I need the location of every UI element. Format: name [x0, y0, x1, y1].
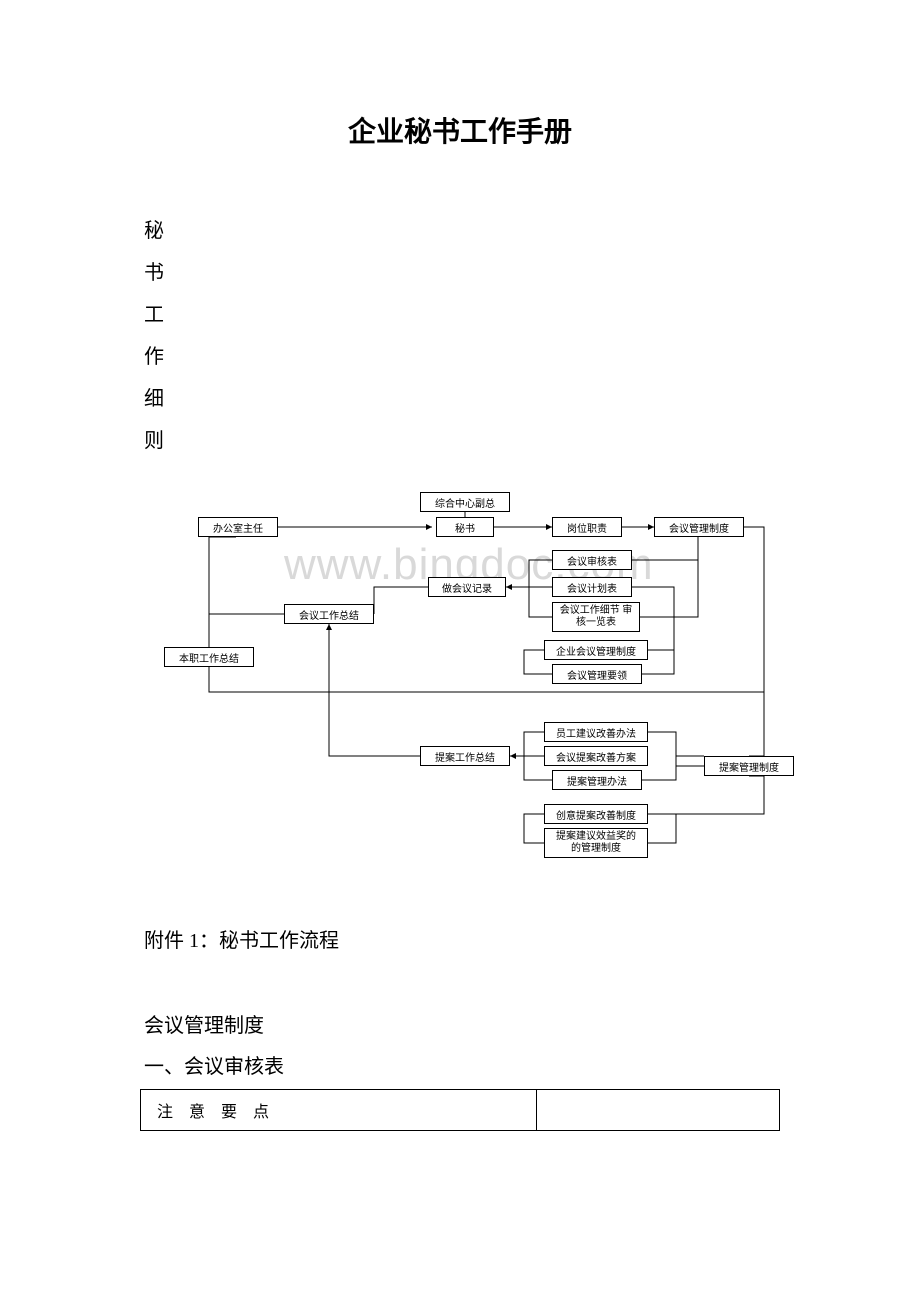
table-cell: 注 意 要 点 — [141, 1090, 537, 1131]
table-cell — [537, 1090, 780, 1131]
vertical-heading: 秘 书 工 作 细 则 — [144, 210, 780, 462]
review-table: 注 意 要 点 — [140, 1089, 780, 1131]
section-subheading: 一、会议审核表 — [144, 1050, 780, 1079]
flowchart-node: 会议提案改善方案 — [544, 746, 648, 766]
flowchart-container: www.bingdoc.com 综合中心副总办公室主任秘书岗位职责会议管理制度会… — [164, 492, 804, 892]
vchar: 书 — [144, 252, 780, 294]
section-heading: 会议管理制度 — [144, 1009, 780, 1038]
page-title: 企业秘书工作手册 — [140, 110, 780, 150]
flowchart-node: 企业会议管理制度 — [544, 640, 648, 660]
table-row: 注 意 要 点 — [141, 1090, 780, 1131]
attachment-label: 附件 1：秘书工作流程 — [144, 924, 780, 953]
flowchart-node: 做会议记录 — [428, 577, 506, 597]
flowchart-node: 会议审核表 — [552, 550, 632, 570]
flowchart-node: 会议工作细节 审核一览表 — [552, 602, 640, 632]
vchar: 作 — [144, 336, 780, 378]
vchar: 则 — [144, 420, 780, 462]
flowchart-node: 办公室主任 — [198, 517, 278, 537]
flowchart-edges — [164, 492, 804, 892]
flowchart-node: 提案管理制度 — [704, 756, 794, 776]
flowchart-node: 员工建议改善办法 — [544, 722, 648, 742]
flowchart-node: 会议管理制度 — [654, 517, 744, 537]
flowchart-node: 岗位职责 — [552, 517, 622, 537]
flowchart-node: 会议工作总结 — [284, 604, 374, 624]
flowchart-node: 本职工作总结 — [164, 647, 254, 667]
flowchart-node: 提案建议效益奖的 的管理制度 — [544, 828, 648, 858]
flowchart-node: 提案工作总结 — [420, 746, 510, 766]
flowchart-node: 创意提案改善制度 — [544, 804, 648, 824]
flowchart-node: 会议计划表 — [552, 577, 632, 597]
flowchart-node: 会议管理要领 — [552, 664, 642, 684]
vchar: 工 — [144, 294, 780, 336]
vchar: 细 — [144, 378, 780, 420]
flowchart-node: 秘书 — [436, 517, 494, 537]
flowchart-node: 综合中心副总 — [420, 492, 510, 512]
flowchart-node: 提案管理办法 — [552, 770, 642, 790]
vchar: 秘 — [144, 210, 780, 252]
